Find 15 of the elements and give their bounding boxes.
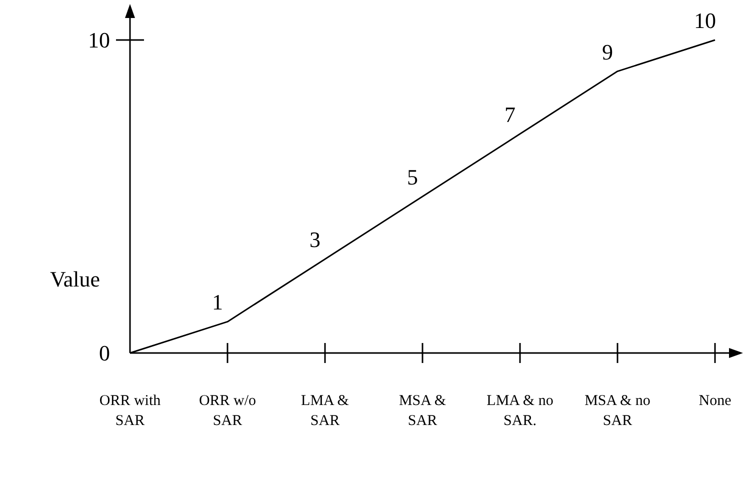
data-label: 7 — [504, 102, 516, 127]
x-tick-label: None — [698, 393, 732, 409]
data-label: 3 — [310, 227, 320, 252]
y-axis-title: Value — [50, 266, 100, 292]
y-tick-label: 0 — [99, 340, 110, 366]
x-tick-label: LMA & SAR — [301, 393, 350, 429]
x-tick-label: MSA & SAR — [398, 393, 446, 429]
x-tick-label: LMA & no SAR. — [486, 393, 554, 429]
data-label: 1 — [212, 290, 223, 315]
data-label: 10 — [694, 8, 716, 33]
x-tick-label: ORR with SAR — [99, 393, 162, 429]
x-tick-label: MSA & no SAR — [584, 393, 650, 429]
x-tick-label: ORR w/o SAR — [198, 393, 256, 429]
data-label: 5 — [407, 164, 418, 190]
data-label: 9 — [602, 39, 613, 64]
